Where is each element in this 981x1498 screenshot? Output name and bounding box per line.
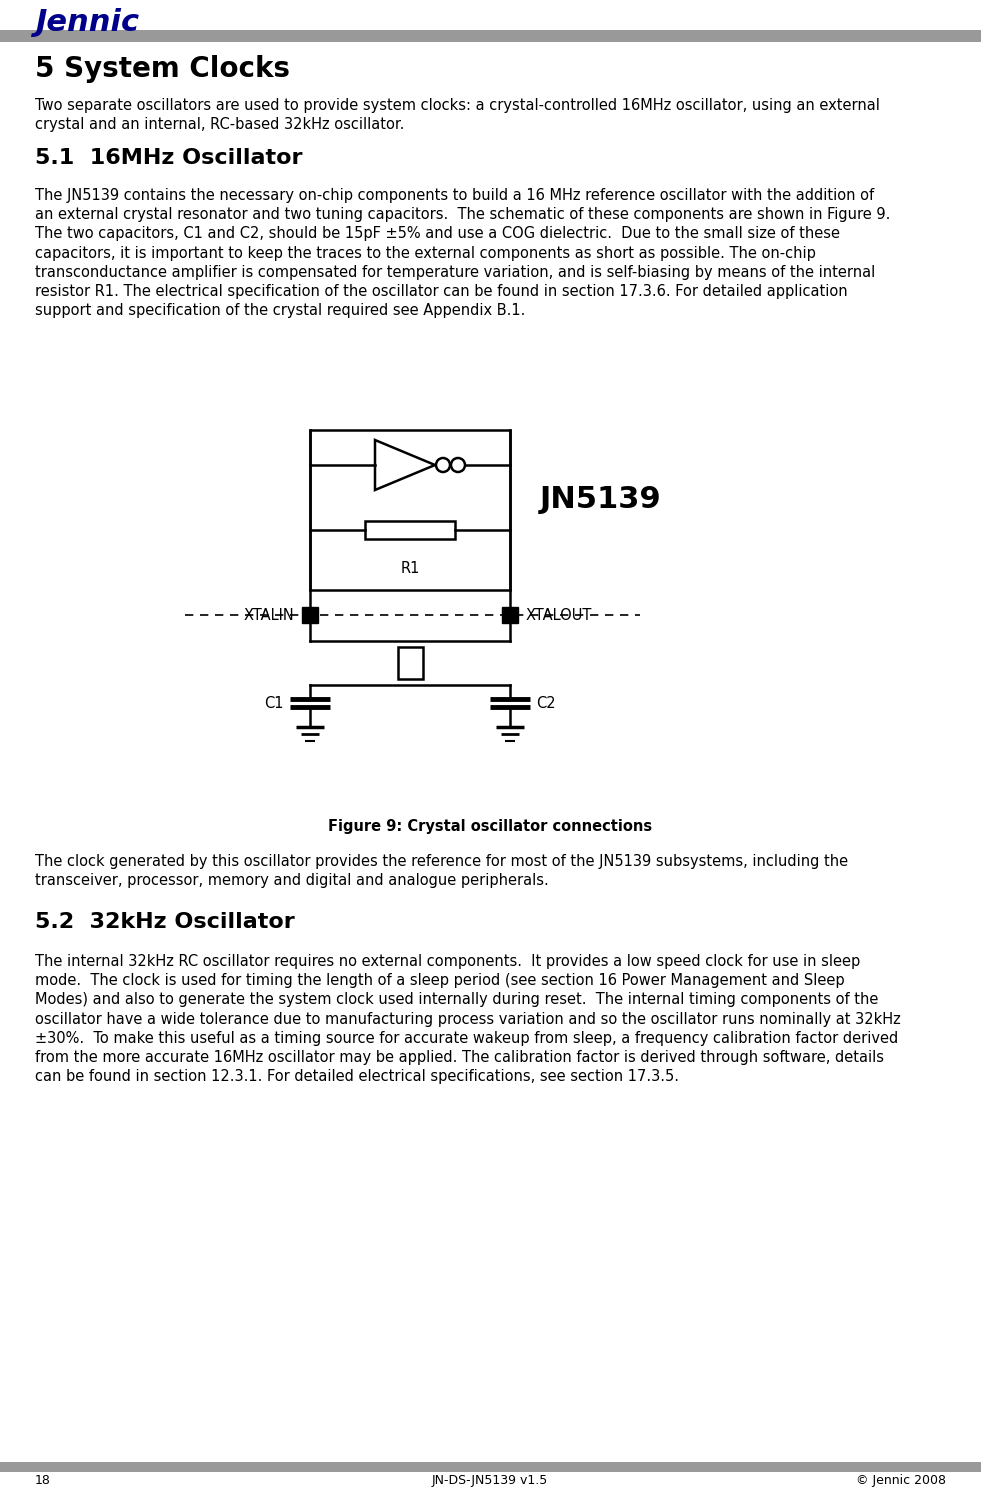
Text: 5.2  32kHz Oscillator: 5.2 32kHz Oscillator (35, 912, 294, 932)
Text: The internal 32kHz RC oscillator requires no external components.  It provides a: The internal 32kHz RC oscillator require… (35, 954, 901, 1085)
Bar (310, 430, 510, 590)
Bar (397, 647, 423, 679)
Text: JN-DS-JN5139 v1.5: JN-DS-JN5139 v1.5 (432, 1474, 548, 1488)
Text: Jennic: Jennic (35, 7, 139, 37)
Bar (502, 607, 518, 623)
Bar (365, 521, 455, 539)
Bar (302, 607, 318, 623)
Text: © Jennic 2008: © Jennic 2008 (856, 1474, 946, 1488)
Text: C1: C1 (265, 695, 284, 710)
Circle shape (436, 458, 450, 472)
Text: 5 System Clocks: 5 System Clocks (35, 55, 290, 82)
Text: The JN5139 contains the necessary on-chip components to build a 16 MHz reference: The JN5139 contains the necessary on-chi… (35, 189, 891, 318)
Text: C2: C2 (536, 695, 555, 710)
Polygon shape (375, 440, 435, 490)
Text: 18: 18 (35, 1474, 51, 1488)
Text: Two separate oscillators are used to provide system clocks: a crystal-controlled: Two separate oscillators are used to pro… (35, 97, 880, 132)
Text: JN5139: JN5139 (540, 485, 662, 514)
Bar (0, 1462, 981, 1473)
Bar (0, 30, 981, 42)
Text: XTALIN: XTALIN (243, 608, 294, 623)
Text: XTALOUT: XTALOUT (526, 608, 593, 623)
Circle shape (451, 458, 465, 472)
Text: 5.1  16MHz Oscillator: 5.1 16MHz Oscillator (35, 148, 302, 168)
Text: The clock generated by this oscillator provides the reference for most of the JN: The clock generated by this oscillator p… (35, 854, 849, 888)
Text: Figure 9: Crystal oscillator connections: Figure 9: Crystal oscillator connections (328, 819, 652, 834)
Text: R1: R1 (400, 560, 420, 577)
